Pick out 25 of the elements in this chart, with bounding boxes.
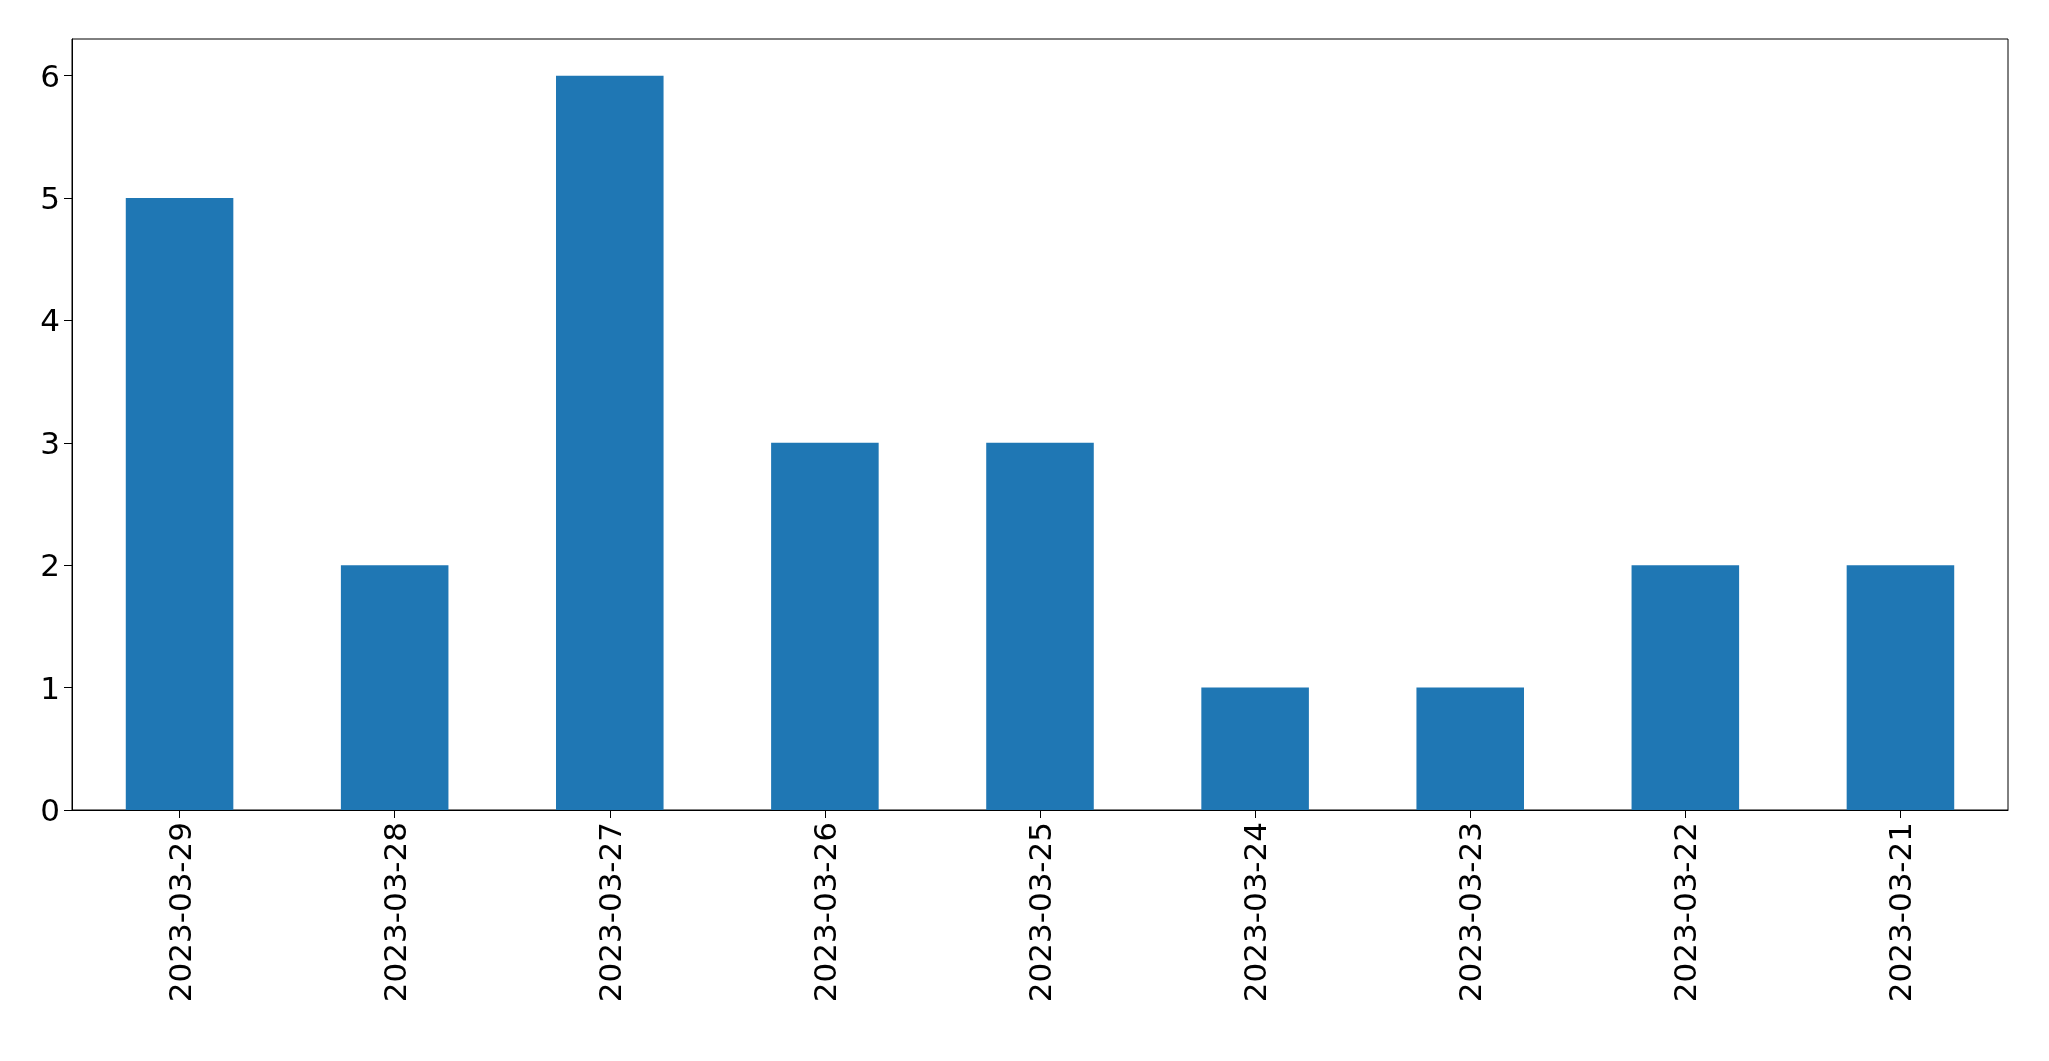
x-tick-label: 2023-03-21 <box>1882 822 1919 1003</box>
x-tick-label: 2023-03-27 <box>591 822 628 1003</box>
bar <box>1201 687 1309 810</box>
bar <box>986 442 1094 810</box>
bar <box>1631 565 1740 810</box>
bar <box>1416 687 1524 810</box>
y-tick-label: 1 <box>40 669 60 706</box>
bar <box>1846 565 1955 810</box>
bar <box>556 75 664 810</box>
y-tick-label: 6 <box>40 57 60 94</box>
x-tick-label: 2023-03-23 <box>1452 822 1489 1003</box>
y-tick-label: 4 <box>40 302 60 339</box>
bar <box>340 565 449 810</box>
x-tick-label: 2023-03-22 <box>1667 822 1704 1003</box>
x-tick-label: 2023-03-24 <box>1237 822 1274 1003</box>
x-tick-label: 2023-03-25 <box>1022 822 1058 1003</box>
y-tick-label: 2 <box>40 547 60 584</box>
y-tick-label: 5 <box>40 180 60 217</box>
y-tick-label: 0 <box>40 792 60 828</box>
bar <box>771 442 879 810</box>
y-tick-label: 3 <box>40 424 60 461</box>
x-tick-label: 2023-03-28 <box>376 822 413 1003</box>
x-tick-label: 2023-03-26 <box>806 822 843 1003</box>
x-tick-label: 2023-03-29 <box>161 822 198 1003</box>
bar <box>125 198 234 810</box>
